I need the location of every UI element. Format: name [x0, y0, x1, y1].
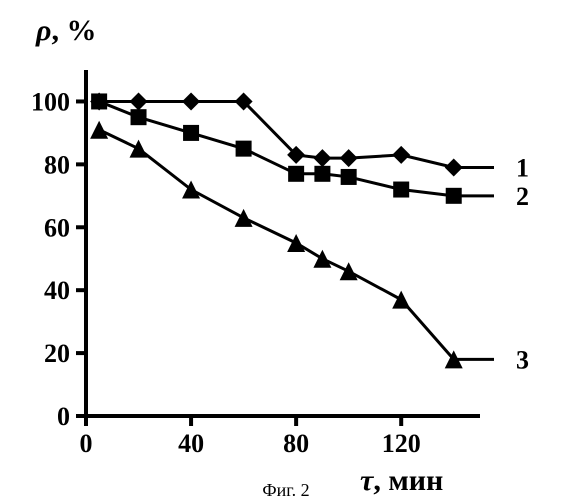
series-marker-2 [446, 188, 462, 204]
x-tick-label: 80 [283, 429, 309, 458]
y-tick-label: 0 [57, 402, 70, 431]
y-axis-label: ρ, % [35, 14, 96, 47]
series-marker-2 [183, 125, 199, 141]
series-label-1: 1 [516, 154, 529, 183]
figure-caption: Фиг. 2 [262, 480, 309, 500]
x-axis-label: τ, мин [360, 464, 443, 497]
series-marker-2 [288, 166, 304, 182]
series-marker-2 [393, 182, 409, 198]
y-tick-label: 60 [44, 213, 70, 242]
series-marker-2 [314, 166, 330, 182]
series-marker-2 [131, 109, 147, 125]
y-tick-label: 20 [44, 339, 70, 368]
x-tick-label: 40 [178, 429, 204, 458]
series-label-3: 3 [516, 345, 529, 374]
series-marker-2 [341, 169, 357, 185]
chart-svg: 0 20 40 60 80 100 0 40 80 120 ρ, % τ, мин 12 3 Фиг. 2 [0, 0, 572, 500]
x-tick-label: 0 [80, 429, 93, 458]
y-tick-label: 40 [44, 276, 70, 305]
y-tick-label: 80 [44, 150, 70, 179]
figure-container: 0 20 40 60 80 100 0 40 80 120 ρ, % τ, мин 12 3 Фиг. 2 [0, 0, 572, 500]
x-tick-label: 120 [382, 429, 421, 458]
series-marker-2 [91, 93, 107, 109]
y-tick-label: 100 [31, 87, 70, 116]
series-marker-2 [236, 141, 252, 157]
series-label-2: 2 [516, 182, 529, 211]
